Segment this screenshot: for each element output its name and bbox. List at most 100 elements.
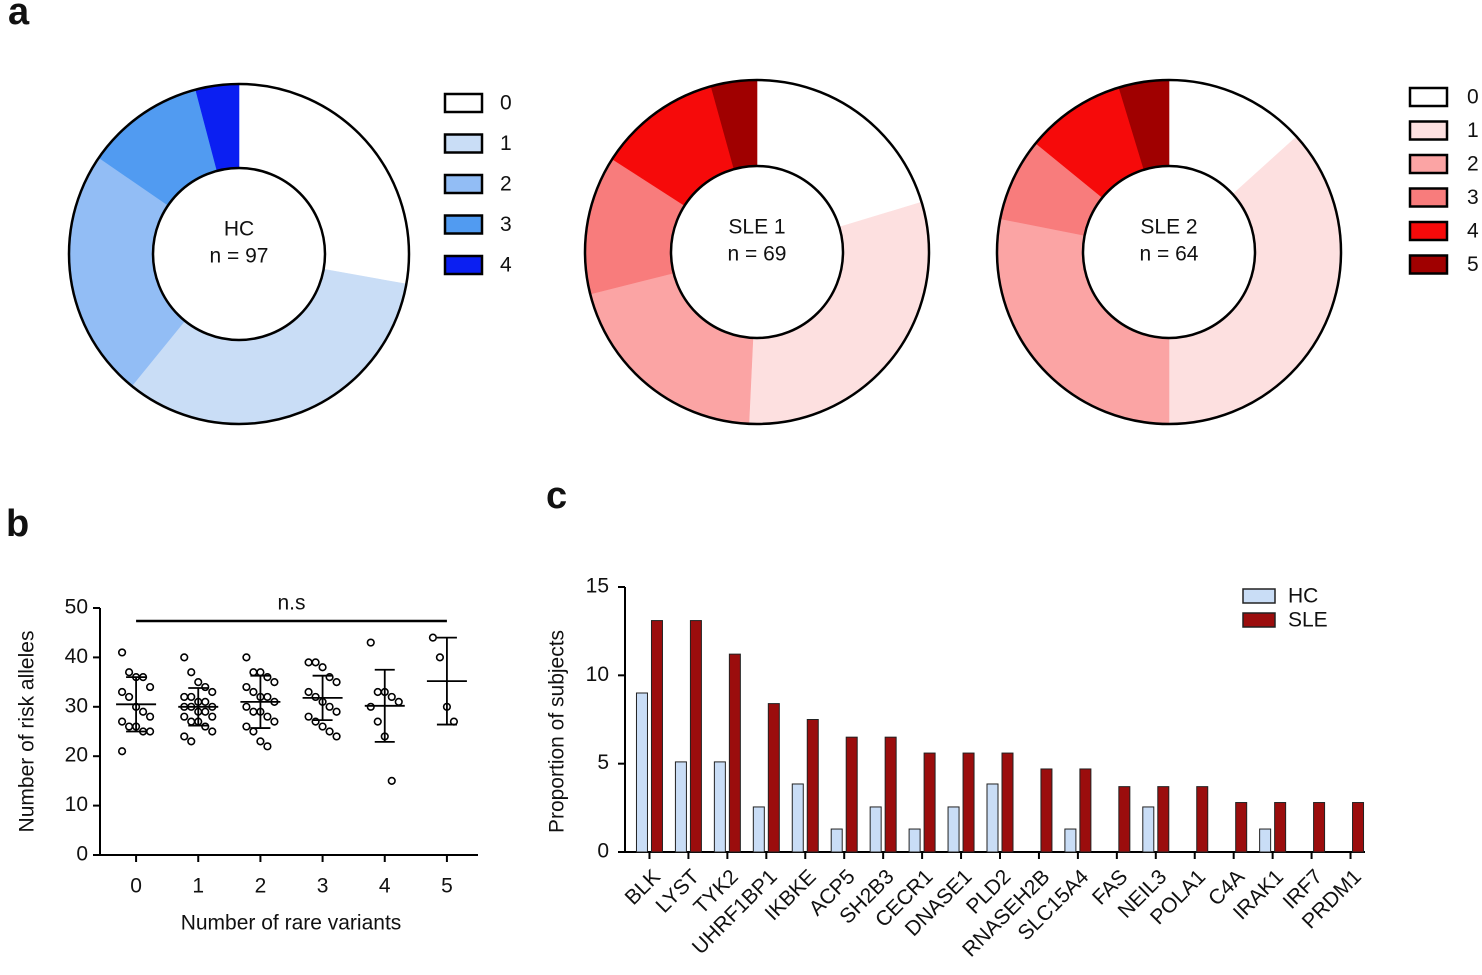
data-point	[270, 677, 279, 687]
x-tick-label: 0	[130, 875, 142, 898]
bar	[962, 752, 975, 853]
data-point	[124, 722, 134, 731]
bar	[947, 806, 960, 853]
panel-label: c	[546, 475, 567, 517]
bar	[1274, 802, 1287, 853]
data-point	[311, 692, 320, 702]
y-tick-label: 0	[76, 843, 88, 866]
bar	[767, 703, 780, 853]
legend-swatch	[1242, 588, 1276, 604]
data-point	[201, 707, 210, 716]
data-point	[194, 677, 203, 687]
bar	[884, 736, 897, 853]
data-point	[366, 702, 375, 711]
data-point	[387, 776, 396, 786]
legend-swatch	[1408, 86, 1449, 108]
legend-swatch	[1408, 220, 1449, 242]
data-point	[201, 697, 210, 706]
bar	[635, 692, 648, 853]
legend-swatch	[1408, 254, 1449, 275]
data-point	[187, 737, 196, 746]
bar	[752, 806, 765, 853]
donut-subtitle: n = 97	[210, 245, 269, 268]
x-axis-label: Number of rare variants	[181, 912, 402, 935]
data-point	[304, 658, 313, 667]
data-point	[249, 687, 258, 697]
error-bar	[374, 668, 395, 743]
legend-label: 3	[1467, 186, 1479, 209]
x-tick-label: 4	[379, 875, 391, 898]
data-point	[249, 727, 258, 736]
data-point	[201, 722, 210, 731]
bar	[1142, 806, 1155, 853]
legend-label: 5	[1467, 253, 1479, 276]
data-point	[180, 712, 189, 721]
legend-label: 4	[500, 254, 512, 277]
error-bar	[250, 674, 271, 729]
legend-swatch	[1408, 153, 1449, 175]
donut-title: HC	[224, 218, 254, 241]
error-bar	[312, 674, 333, 722]
legend-swatch	[1242, 612, 1276, 628]
data-point	[332, 677, 341, 687]
data-point	[256, 737, 265, 746]
data-point	[318, 722, 327, 731]
y-tick-label: 20	[65, 744, 88, 767]
bar	[806, 719, 819, 853]
data-point	[117, 687, 127, 697]
data-point	[124, 692, 134, 702]
bar	[923, 752, 936, 853]
donut-outline	[67, 82, 411, 426]
data-point	[201, 682, 210, 692]
data-point	[318, 663, 327, 672]
bar	[1079, 768, 1092, 853]
legend-label: 1	[500, 132, 512, 155]
y-axis-label: Number of risk alleles	[16, 631, 39, 833]
data-point	[242, 702, 251, 711]
legend-label: 3	[500, 213, 512, 236]
data-point	[145, 712, 155, 721]
data-point	[117, 747, 127, 756]
y-tick-label: 10	[65, 793, 88, 816]
data-point	[332, 732, 341, 741]
data-point	[145, 727, 155, 736]
bar	[1157, 786, 1170, 853]
data-point	[208, 727, 217, 736]
data-point	[138, 707, 148, 716]
bar	[1001, 752, 1014, 853]
error-bar	[188, 687, 209, 727]
legend-label: HC	[1288, 585, 1318, 608]
data-point	[366, 638, 375, 647]
data-point	[180, 653, 189, 662]
bar	[674, 761, 687, 853]
bar	[791, 783, 804, 853]
data-point	[325, 702, 334, 711]
significance-label: n.s	[277, 592, 305, 615]
legend-label: 0	[1467, 86, 1479, 109]
data-point	[242, 653, 251, 662]
donut-hole	[669, 164, 845, 340]
legend-label: 0	[500, 92, 512, 115]
data-point	[187, 717, 196, 726]
donut-title: SLE 1	[728, 216, 785, 239]
legend-swatch	[1408, 187, 1449, 208]
data-point	[394, 697, 403, 706]
bar	[1259, 828, 1272, 853]
y-tick-label: 0	[597, 840, 609, 863]
data-point	[263, 742, 272, 751]
bar	[830, 828, 843, 853]
legend-swatch	[443, 133, 484, 154]
legend-label: 4	[1467, 220, 1479, 243]
data-point	[256, 668, 265, 677]
data-point	[270, 717, 279, 726]
bar	[689, 620, 702, 853]
bar	[869, 806, 882, 853]
legend-label: 1	[1467, 119, 1479, 142]
bar	[1235, 802, 1248, 853]
y-tick-label: 50	[65, 596, 88, 619]
legend-label: SLE	[1288, 609, 1328, 632]
donut-hole	[151, 166, 327, 342]
legend-swatch	[443, 214, 484, 235]
bar	[908, 828, 921, 853]
bar	[1196, 786, 1209, 853]
